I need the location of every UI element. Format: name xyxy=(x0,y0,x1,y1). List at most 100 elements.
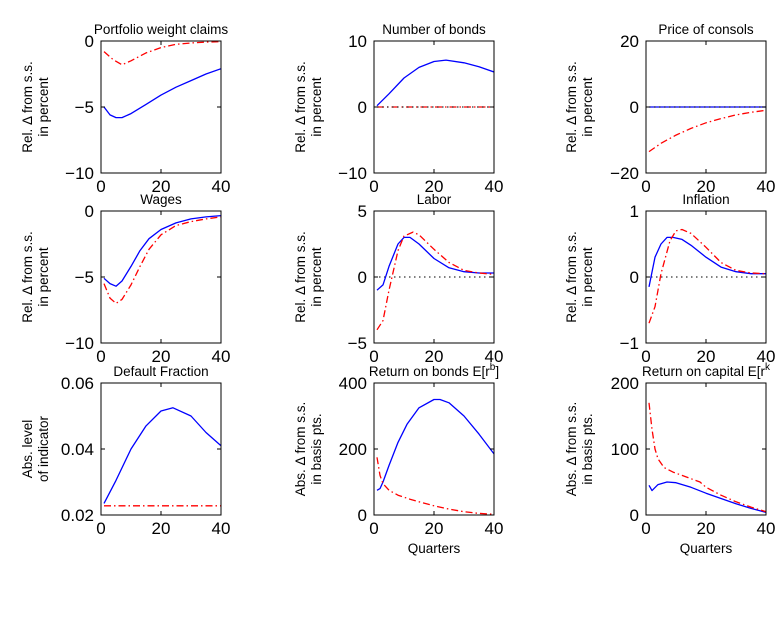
y-tick-label: 0.04 xyxy=(61,440,94,459)
x-tick-label: 20 xyxy=(425,347,444,366)
series-line-blue-solid xyxy=(648,236,766,288)
series-line-blue-solid xyxy=(103,214,221,287)
x-tick-label: 0 xyxy=(96,519,105,538)
x-tick-label: 20 xyxy=(425,177,444,196)
subplot-7: Default Fraction Abs. levelof indicator 0 2… xyxy=(20,364,230,538)
series-line-red-dashdot xyxy=(648,402,766,513)
y-tick-label: 1 xyxy=(630,202,639,221)
subplot-3: Price of consols Rel. Δ from s.s.in perce… xyxy=(564,22,775,196)
x-tick-label: 40 xyxy=(212,177,231,196)
y-tick-label: 200 xyxy=(339,440,367,459)
y-axis-label: Abs. Δ from s.s.in basis pts. xyxy=(564,402,595,497)
x-tick-label: 20 xyxy=(697,519,716,538)
x-tick-label: 20 xyxy=(697,347,716,366)
x-tick-label: 40 xyxy=(485,177,504,196)
subplot-title: Wages xyxy=(140,192,182,207)
x-tick-label: 20 xyxy=(425,519,444,538)
y-tick-label: 0 xyxy=(358,268,367,287)
subplot-4: Wages Rel. Δ from s.s.in percent 0 20 40 −10 −… xyxy=(20,192,230,366)
x-tick-label: 0 xyxy=(641,177,650,196)
x-tick-label: 20 xyxy=(152,177,171,196)
x-tick-label: 20 xyxy=(152,519,171,538)
x-tick-label: 0 xyxy=(369,519,378,538)
x-tick-label: 0 xyxy=(641,347,650,366)
y-tick-label: −5 xyxy=(75,268,94,287)
series-line-blue-solid xyxy=(376,59,494,107)
x-tick-label: 40 xyxy=(757,347,776,366)
y-tick-label: 0 xyxy=(85,32,94,51)
x-tick-label: 0 xyxy=(641,519,650,538)
x-tick-label: 40 xyxy=(212,347,231,366)
y-axis-label: Rel. Δ from s.s.in percent xyxy=(20,231,51,323)
series-line-red-dashdot xyxy=(103,41,221,66)
y-tick-label: 0 xyxy=(630,268,639,287)
x-tick-label: 20 xyxy=(152,347,171,366)
subplot-title: Labor xyxy=(417,192,452,207)
y-tick-label: 0 xyxy=(630,98,639,117)
y-tick-label: −10 xyxy=(65,334,94,353)
subplot-8: Return on bonds E[rb] Abs. Δ from s.s.in … xyxy=(293,362,503,556)
y-axis-label: Rel. Δ from s.s.in percent xyxy=(293,61,324,153)
series-line-red-dashdot xyxy=(103,216,221,305)
subplot-title: Price of consols xyxy=(658,22,754,37)
subplot-6: Inflation Rel. Δ from s.s.in percent 0 20 40… xyxy=(564,192,775,366)
y-tick-label: −10 xyxy=(65,164,94,183)
x-tick-label: 0 xyxy=(96,347,105,366)
series-line-red-dashdot xyxy=(376,457,494,515)
subplot-title: Portfolio weight claims xyxy=(94,22,229,37)
x-tick-label: 20 xyxy=(697,177,716,196)
subplot-title: Return on bonds E[rb] xyxy=(369,362,499,379)
y-tick-label: −20 xyxy=(610,164,639,183)
y-tick-label: 0 xyxy=(85,202,94,221)
y-axis-label: Rel. Δ from s.s.in percent xyxy=(293,231,324,323)
subplot-1: Portfolio weight claims Rel. Δ from s.s.i… xyxy=(20,22,230,196)
x-tick-label: 40 xyxy=(757,519,776,538)
axes-box xyxy=(645,382,767,516)
series-line-blue-solid xyxy=(648,481,766,514)
subplot-title: Return on capital E[rk xyxy=(642,362,771,379)
y-tick-label: −1 xyxy=(620,334,639,353)
series-line-red-dashdot xyxy=(648,228,766,324)
x-tick-label: 40 xyxy=(757,177,776,196)
subplot-9: Return on capital E[rk Abs. Δ from s.s.in… xyxy=(564,362,775,556)
subplot-title: Inflation xyxy=(682,192,729,207)
y-axis-label: Abs. Δ from s.s.in basis pts. xyxy=(293,402,324,497)
y-tick-label: 200 xyxy=(611,374,639,393)
series-line-blue-solid xyxy=(103,68,221,119)
y-tick-label: 20 xyxy=(620,32,639,51)
x-tick-label: 0 xyxy=(369,177,378,196)
x-tick-label: 0 xyxy=(96,177,105,196)
y-tick-label: 10 xyxy=(348,32,367,51)
axes-box xyxy=(373,382,495,516)
y-tick-label: −5 xyxy=(348,334,367,353)
x-tick-label: 40 xyxy=(485,519,504,538)
series-line-blue-solid xyxy=(376,398,494,491)
axes-box xyxy=(100,210,222,344)
y-tick-label: 5 xyxy=(358,202,367,221)
series-line-red-dashdot xyxy=(648,109,766,153)
y-axis-label: Rel. Δ from s.s.in percent xyxy=(564,231,595,323)
y-tick-label: 0 xyxy=(358,506,367,525)
y-tick-label: 400 xyxy=(339,374,367,393)
y-tick-label: 0 xyxy=(358,98,367,117)
axes-box xyxy=(100,40,222,174)
x-axis-label: Quarters xyxy=(408,541,461,556)
y-axis-label: Rel. Δ from s.s.in percent xyxy=(564,61,595,153)
y-tick-label: −5 xyxy=(75,98,94,117)
series-line-blue-solid xyxy=(103,407,221,504)
x-tick-label: 40 xyxy=(485,347,504,366)
x-tick-label: 40 xyxy=(212,519,231,538)
x-axis-label: Quarters xyxy=(680,541,733,556)
y-tick-label: 0.02 xyxy=(61,506,94,525)
y-tick-label: 0.06 xyxy=(61,374,94,393)
y-tick-label: 0 xyxy=(630,506,639,525)
y-tick-label: −10 xyxy=(338,164,367,183)
subplot-2: Number of bonds Rel. Δ from s.s.in percen… xyxy=(293,22,503,196)
y-axis-label: Abs. levelof indicator xyxy=(20,415,51,482)
x-tick-label: 0 xyxy=(369,347,378,366)
series-line-red-dashdot xyxy=(376,231,494,331)
y-tick-label: 100 xyxy=(611,440,639,459)
series-line-blue-solid xyxy=(376,236,494,291)
